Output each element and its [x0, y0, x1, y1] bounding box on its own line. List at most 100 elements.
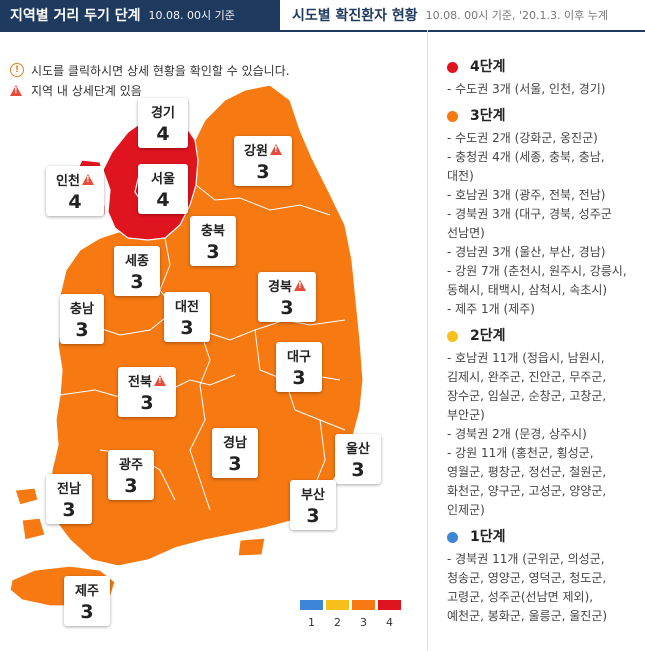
legend-group-title: 4단계	[470, 59, 506, 75]
tab-distancing-title: 지역별 거리 두기 단계	[10, 8, 141, 24]
region-label-incheon[interactable]: 인천 4	[46, 166, 104, 216]
region-level: 3	[124, 475, 138, 497]
region-label-jeju[interactable]: 제주 3	[64, 576, 110, 626]
region-level: 3	[351, 459, 365, 481]
legend-item: - 수도권 3개 (서울, 인천, 경기)	[447, 82, 606, 96]
region-name: 부산	[301, 488, 325, 503]
legend-item: 영월군, 평창군, 정선군, 철원군,	[447, 465, 607, 479]
tab-distancing-level[interactable]: 지역별 거리 두기 단계 10.08. 00시 기준	[0, 0, 280, 30]
warning-icon	[81, 174, 94, 185]
legend-item: 선남면)	[447, 226, 485, 240]
legend-item: - 호남권 11개 (정읍시, 남원시,	[447, 351, 605, 365]
region-name: 세종	[125, 254, 149, 269]
note-info-text: 시도를 클릭하시면 상세 현황을 확인할 수 있습니다.	[31, 63, 290, 78]
region-label-seoul[interactable]: 서울 4	[138, 164, 188, 214]
region-shape-south-island[interactable]	[14, 487, 39, 506]
level-legend: 4단계 - 수도권 3개 (서울, 인천, 경기) 3단계 - 수도권 2개 (…	[447, 30, 642, 626]
note-warn-text: 지역 내 상세단계 있음	[31, 83, 142, 98]
region-name: 광주	[119, 458, 143, 473]
region-name: 전남	[57, 482, 81, 497]
region-name: 서울	[151, 172, 175, 187]
region-name: 제주	[75, 584, 99, 599]
tab-cases-sub: 10.08. 00시 기준, '20.1.3. 이후 누계	[425, 9, 608, 22]
panel-divider	[427, 30, 428, 651]
region-name: 강원	[244, 144, 268, 159]
region-level: 3	[180, 317, 194, 339]
legend-item: 예천군, 봉화군, 울릉군, 울진군)	[447, 609, 608, 623]
region-label-daegu[interactable]: 대구 3	[276, 342, 322, 392]
tab-cases-title: 시도별 확진환자 현황	[292, 8, 418, 24]
region-level: 3	[256, 161, 270, 183]
region-shape-south-island[interactable]	[237, 537, 266, 557]
region-label-daejeon[interactable]: 대전 3	[164, 292, 210, 342]
level1-dot-icon	[447, 532, 458, 543]
region-label-gyeongbuk[interactable]: 경북 3	[258, 272, 316, 322]
legend-item: - 강원 11개 (홍천군, 횡성군,	[447, 446, 594, 460]
region-label-ulsan[interactable]: 울산 3	[335, 434, 381, 484]
color-scale	[300, 600, 401, 610]
legend-item: - 호남권 3개 (광주, 전북, 전남)	[447, 188, 606, 202]
scale-swatch-3	[352, 600, 375, 610]
tab-confirmed-cases[interactable]: 시도별 확진환자 현황 10.08. 00시 기준, '20.1.3. 이후 누…	[280, 0, 645, 30]
legend-group-title: 2단계	[470, 328, 506, 344]
region-label-busan[interactable]: 부산 3	[290, 480, 336, 530]
region-label-jeonbuk[interactable]: 전북 3	[118, 367, 176, 417]
legend-item: - 경북권 3개 (대구, 경북, 성주군	[447, 207, 612, 221]
region-label-chungbuk[interactable]: 충북 3	[190, 216, 236, 266]
region-level: 3	[306, 505, 320, 527]
region-level: 3	[62, 499, 76, 521]
legend-item: 부안군)	[447, 408, 485, 422]
region-level: 3	[280, 297, 294, 319]
region-name: 전북	[128, 375, 152, 390]
region-name: 충남	[70, 302, 94, 317]
notes: ! 시도를 클릭하시면 상세 현황을 확인할 수 있습니다. 지역 내 상세단계…	[10, 60, 290, 100]
legend-group-level2: 2단계 - 호남권 11개 (정읍시, 남원시, 김제시, 완주군, 진안군, …	[447, 327, 642, 520]
legend-item: - 제주 1개 (제주)	[447, 302, 535, 316]
scale-swatch-1	[300, 600, 323, 610]
scale-label: 3	[360, 616, 367, 629]
warning-icon	[10, 84, 22, 96]
scale-label: 1	[308, 616, 315, 629]
region-shape-south-island[interactable]	[21, 517, 46, 541]
note-info-row: ! 시도를 클릭하시면 상세 현황을 확인할 수 있습니다.	[10, 60, 290, 80]
legend-item: 고령군, 성주군(선남면 제외),	[447, 590, 594, 604]
region-label-gangwon[interactable]: 강원 3	[234, 136, 292, 186]
region-label-sejong[interactable]: 세종 3	[114, 246, 160, 296]
region-level: 4	[156, 189, 170, 211]
region-level: 3	[206, 241, 220, 263]
scale-label: 4	[386, 616, 393, 629]
legend-item: - 수도권 2개 (강화군, 옹진군)	[447, 131, 598, 145]
level4-dot-icon	[447, 62, 458, 73]
region-label-gyeonggi[interactable]: 경기 4	[138, 98, 188, 148]
region-level: 3	[228, 453, 242, 475]
scale-swatch-4	[378, 600, 401, 610]
region-label-gwangju[interactable]: 광주 3	[108, 450, 154, 500]
region-label-jeonnam[interactable]: 전남 3	[46, 474, 92, 524]
region-name: 인천	[56, 174, 80, 189]
legend-item: 청송군, 영양군, 영덕군, 청도군,	[447, 571, 607, 585]
region-level: 3	[292, 367, 306, 389]
legend-item: 동해시, 태백시, 삼척시, 속초시)	[447, 283, 608, 297]
warning-icon	[269, 144, 282, 155]
region-name: 경북	[268, 280, 292, 295]
legend-item: - 경북권 11개 (군위군, 의성군,	[447, 552, 605, 566]
region-name: 울산	[346, 442, 370, 457]
legend-item: 장수군, 임실군, 순창군, 고창군,	[447, 389, 607, 403]
legend-group-level4: 4단계 - 수도권 3개 (서울, 인천, 경기)	[447, 58, 642, 99]
legend-item: 인제군)	[447, 503, 485, 517]
region-label-gyeongnam[interactable]: 경남 3	[212, 428, 258, 478]
region-level: 3	[80, 601, 94, 623]
warning-icon	[293, 280, 306, 291]
legend-group-title: 3단계	[470, 108, 506, 124]
legend-group-title: 1단계	[470, 529, 506, 545]
legend-item: - 경북권 2개 (문경, 상주시)	[447, 427, 587, 441]
region-name: 대구	[287, 350, 311, 365]
scale-swatch-2	[326, 600, 349, 610]
region-name: 대전	[175, 300, 199, 315]
tab-distancing-sub: 10.08. 00시 기준	[148, 9, 235, 22]
region-label-chungnam[interactable]: 충남 3	[60, 294, 104, 344]
note-warn-row: 지역 내 상세단계 있음	[10, 80, 290, 100]
level2-dot-icon	[447, 331, 458, 342]
info-icon: !	[10, 63, 24, 77]
legend-item: - 경남권 3개 (울산, 부산, 경남)	[447, 245, 606, 259]
